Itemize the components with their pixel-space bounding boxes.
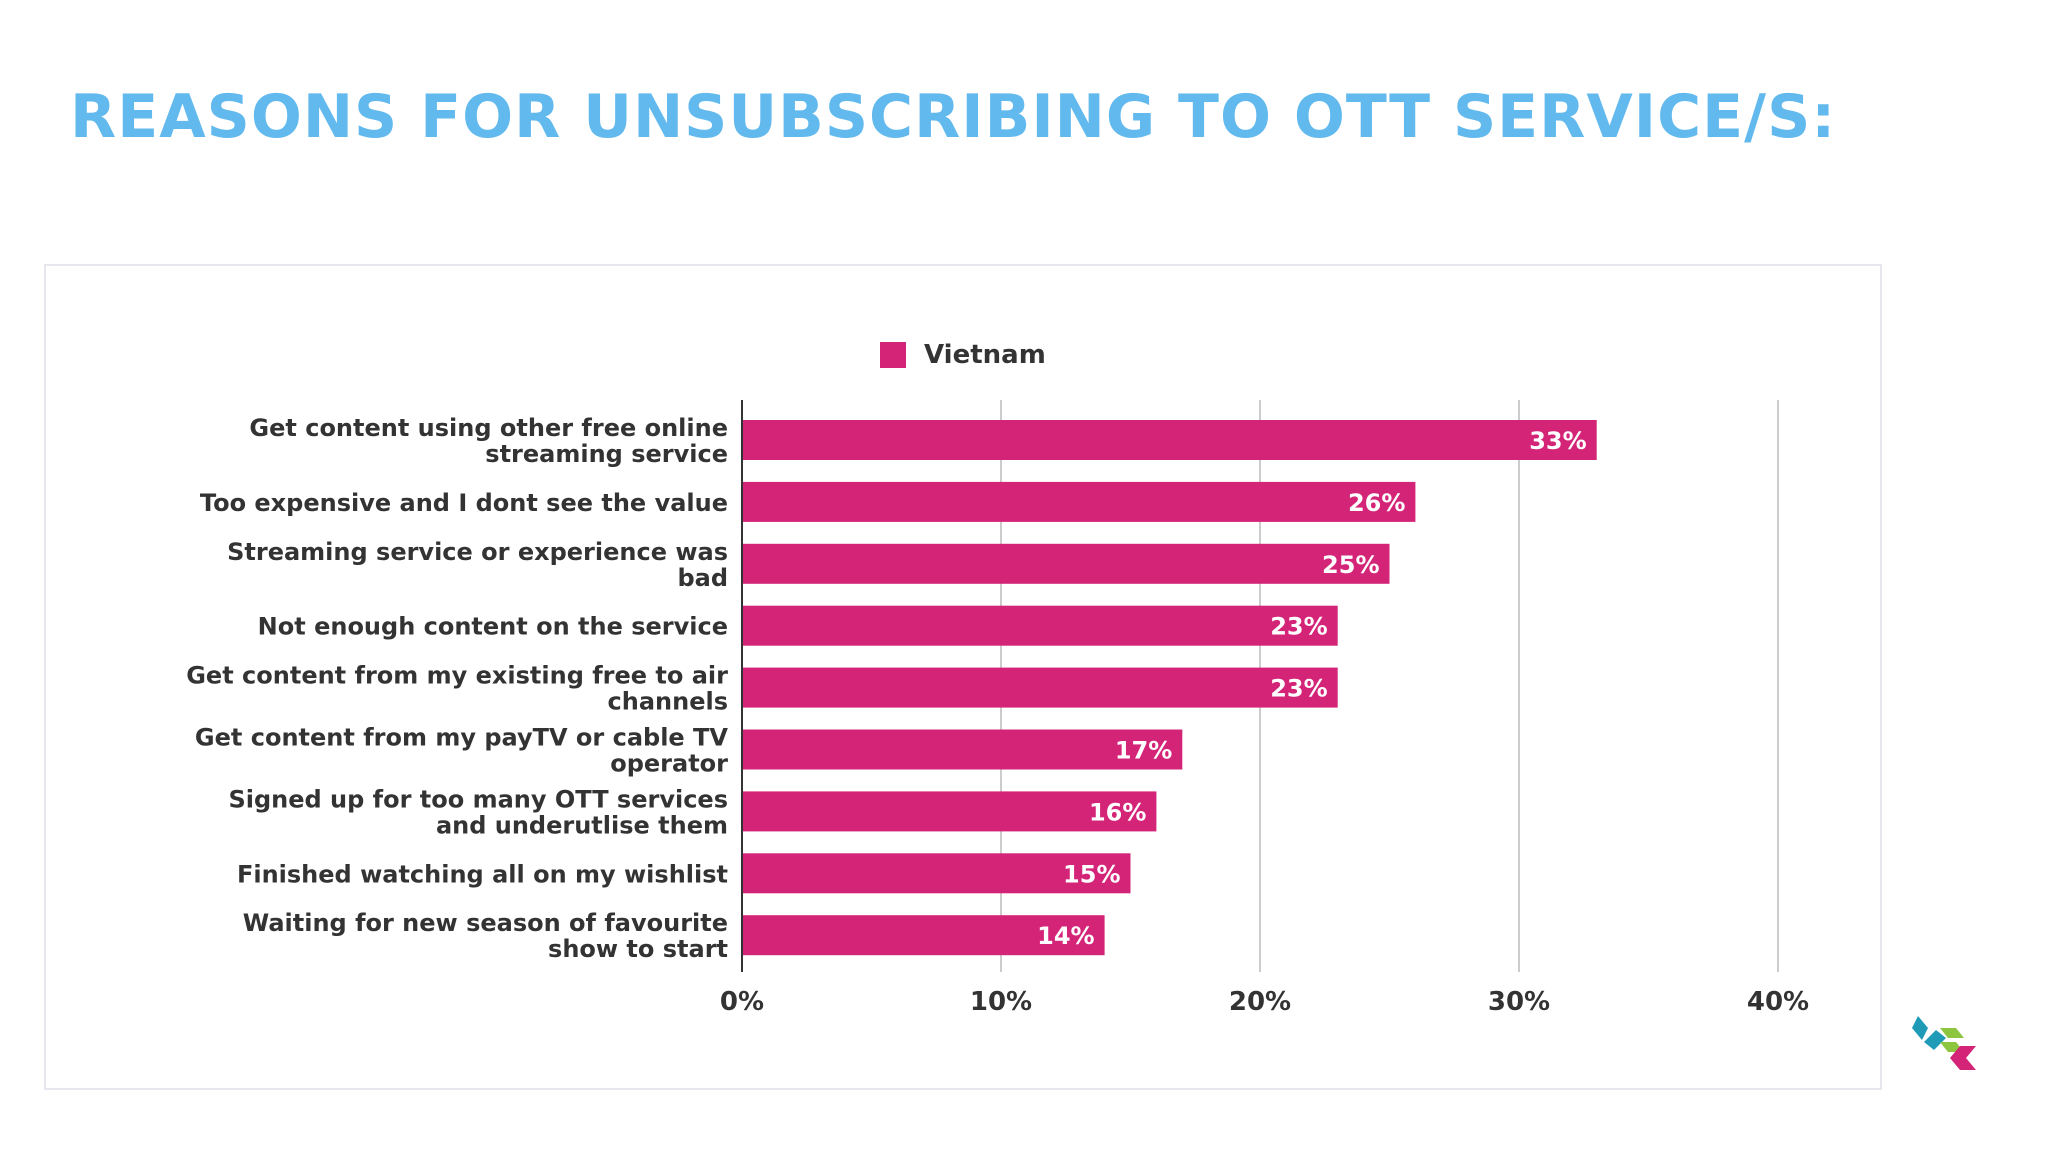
bar <box>742 667 1338 708</box>
chart-legend: Vietnam <box>880 340 1046 370</box>
slide-title: REASONS FOR UNSUBSCRIBING TO OTT SERVICE… <box>70 82 1837 152</box>
bar <box>742 915 1105 956</box>
data-label: 14% <box>1037 922 1094 950</box>
x-tick-label: 40% <box>1747 987 1809 1017</box>
data-label: 33% <box>1529 427 1586 455</box>
category-label: Get content using other free online <box>249 414 728 442</box>
category-label: Waiting for new season of favourite <box>243 909 728 937</box>
category-label: streaming service <box>485 440 728 468</box>
bar <box>742 543 1390 584</box>
category-label: Get content from my payTV or cable TV <box>195 724 729 752</box>
bar <box>742 729 1183 770</box>
data-label: 16% <box>1089 798 1146 826</box>
category-label: Signed up for too many OTT services <box>228 785 728 813</box>
data-label: 26% <box>1348 489 1405 517</box>
x-tick-label: 0% <box>720 987 764 1017</box>
category-label: Finished watching all on my wishlist <box>237 860 728 888</box>
bar <box>742 853 1131 894</box>
category-label: show to start <box>548 935 728 963</box>
data-label: 25% <box>1322 551 1379 579</box>
category-label: operator <box>610 750 728 778</box>
x-tick-label: 30% <box>1488 987 1550 1017</box>
data-label: 23% <box>1270 613 1327 641</box>
category-label: Get content from my existing free to air <box>186 662 728 690</box>
bar <box>742 791 1157 832</box>
category-label: Streaming service or experience was <box>227 538 728 566</box>
legend-swatch <box>880 342 906 368</box>
data-label: 17% <box>1115 737 1172 765</box>
bar <box>742 481 1416 522</box>
data-label: 23% <box>1270 675 1327 703</box>
bar <box>742 605 1338 646</box>
category-label: and underutlise them <box>436 811 728 839</box>
category-label: Too expensive and I dont see the value <box>200 489 728 517</box>
cube-logo-icon <box>1912 1016 1976 1070</box>
bar <box>742 420 1597 460</box>
x-tick-label: 20% <box>1229 987 1291 1017</box>
data-label: 15% <box>1063 860 1120 888</box>
category-label: Not enough content on the service <box>258 613 728 641</box>
x-tick-label: 10% <box>970 987 1032 1017</box>
legend-label: Vietnam <box>924 340 1046 370</box>
category-label: bad <box>677 564 728 592</box>
category-label: channels <box>608 688 728 716</box>
